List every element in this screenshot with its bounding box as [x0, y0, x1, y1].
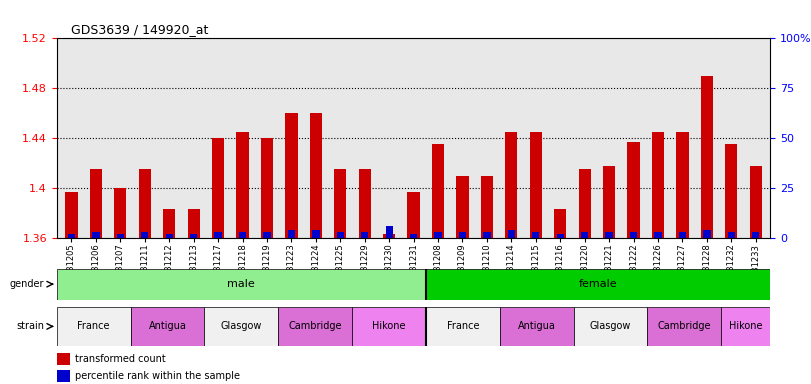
Bar — [652, 132, 664, 238]
Bar — [432, 144, 444, 238]
Bar — [385, 226, 393, 238]
Bar — [435, 232, 442, 238]
FancyBboxPatch shape — [204, 307, 278, 346]
Bar — [139, 169, 151, 238]
Bar — [578, 169, 590, 238]
Bar — [752, 232, 759, 238]
FancyBboxPatch shape — [647, 307, 721, 346]
Bar — [337, 232, 344, 238]
Bar — [57, 353, 70, 365]
Bar — [532, 232, 539, 238]
Bar — [581, 232, 588, 238]
Text: Glasgow: Glasgow — [221, 321, 262, 331]
Bar — [361, 232, 368, 238]
Bar — [554, 209, 566, 238]
FancyBboxPatch shape — [426, 269, 770, 300]
Text: strain: strain — [16, 321, 45, 331]
FancyBboxPatch shape — [721, 307, 770, 346]
Bar — [505, 132, 517, 238]
FancyBboxPatch shape — [57, 269, 426, 300]
Text: Antigua: Antigua — [148, 321, 187, 331]
Bar — [508, 230, 515, 238]
Bar — [285, 113, 298, 238]
Bar — [407, 192, 420, 238]
Bar — [214, 232, 221, 238]
Bar — [483, 232, 491, 238]
Text: Cambridge: Cambridge — [289, 321, 342, 331]
Text: percentile rank within the sample: percentile rank within the sample — [75, 371, 239, 381]
Bar — [530, 132, 542, 238]
Bar — [66, 192, 78, 238]
FancyBboxPatch shape — [573, 307, 647, 346]
Bar — [459, 232, 466, 238]
FancyBboxPatch shape — [57, 307, 131, 346]
Bar — [676, 132, 689, 238]
Bar — [654, 232, 662, 238]
Bar — [701, 76, 713, 238]
Bar — [288, 230, 295, 238]
Bar — [725, 144, 737, 238]
Bar — [310, 113, 322, 238]
Bar — [92, 232, 100, 238]
Text: France: France — [447, 321, 479, 331]
Bar — [187, 209, 200, 238]
Bar — [703, 230, 710, 238]
Bar — [141, 232, 148, 238]
Bar — [117, 234, 124, 238]
Bar — [163, 209, 175, 238]
Bar — [358, 169, 371, 238]
Bar — [383, 234, 395, 238]
Text: transformed count: transformed count — [75, 354, 165, 364]
Bar — [628, 142, 640, 238]
FancyBboxPatch shape — [500, 307, 573, 346]
Text: Hikone: Hikone — [372, 321, 406, 331]
Bar — [312, 230, 320, 238]
Text: female: female — [579, 279, 617, 289]
Bar — [679, 232, 686, 238]
Bar — [190, 234, 197, 238]
Bar — [410, 234, 418, 238]
Bar — [261, 138, 273, 238]
Bar — [165, 234, 173, 238]
Text: GDS3639 / 149920_at: GDS3639 / 149920_at — [71, 23, 208, 36]
Text: Cambridge: Cambridge — [658, 321, 711, 331]
Bar — [727, 232, 735, 238]
FancyBboxPatch shape — [278, 307, 352, 346]
Bar — [630, 232, 637, 238]
Bar — [239, 232, 247, 238]
Text: male: male — [227, 279, 255, 289]
Bar — [57, 370, 70, 382]
FancyBboxPatch shape — [131, 307, 204, 346]
Bar — [606, 232, 613, 238]
Bar — [90, 169, 102, 238]
FancyBboxPatch shape — [426, 307, 500, 346]
Bar — [481, 176, 493, 238]
Text: France: France — [77, 321, 110, 331]
Text: Hikone: Hikone — [729, 321, 762, 331]
Bar — [457, 176, 469, 238]
Bar — [749, 166, 762, 238]
Bar — [264, 232, 271, 238]
Bar — [334, 169, 346, 238]
Text: Antigua: Antigua — [517, 321, 556, 331]
Bar — [603, 166, 616, 238]
FancyBboxPatch shape — [352, 307, 426, 346]
Text: gender: gender — [10, 279, 45, 289]
Bar — [114, 188, 127, 238]
Bar — [237, 132, 249, 238]
Text: Glasgow: Glasgow — [590, 321, 631, 331]
Bar — [212, 138, 224, 238]
Bar — [68, 234, 75, 238]
Bar — [556, 234, 564, 238]
